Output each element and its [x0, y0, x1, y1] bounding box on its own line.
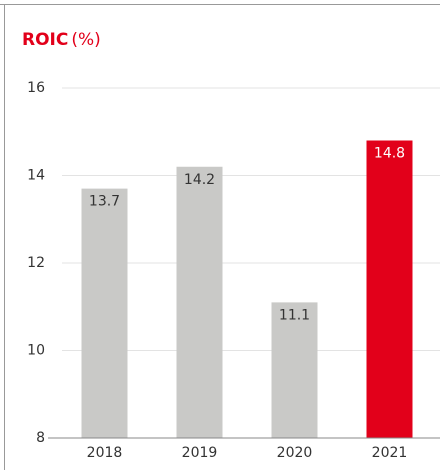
bar — [271, 302, 318, 438]
data-label: 11.1 — [279, 307, 310, 323]
chart-title-group: ROIC (%) — [22, 30, 101, 50]
chart-unit: (%) — [71, 30, 100, 50]
chart-title: ROIC — [22, 30, 68, 50]
y-tick-label: 8 — [36, 430, 45, 446]
x-tick-label: 2021 — [372, 445, 408, 461]
x-tick-label: 2020 — [277, 445, 313, 461]
bar — [81, 188, 128, 438]
y-tick-label: 14 — [27, 168, 45, 184]
bar — [176, 166, 223, 438]
data-label: 13.7 — [89, 194, 120, 210]
x-tick-label: 2018 — [87, 445, 123, 461]
x-tick-label: 2019 — [182, 445, 218, 461]
y-tick-label: 12 — [27, 255, 45, 271]
y-tick-label: 16 — [27, 80, 45, 96]
y-tick-label: 10 — [27, 343, 45, 359]
data-label: 14.8 — [374, 146, 405, 162]
data-label: 14.2 — [184, 172, 215, 188]
bar — [366, 140, 413, 438]
